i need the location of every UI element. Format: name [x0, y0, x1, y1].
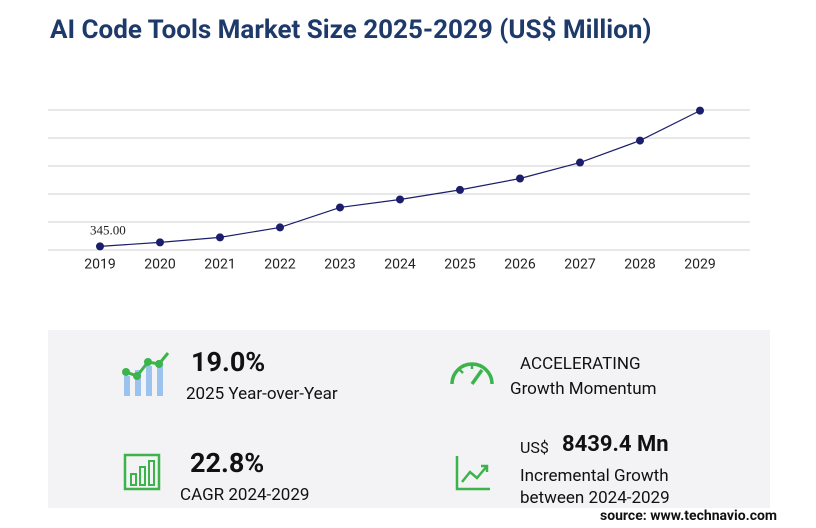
momentum-title: ACCELERATING: [520, 354, 641, 374]
incremental-label: Incremental Growth: [520, 466, 669, 486]
x-tick-label: 2023: [324, 257, 355, 273]
point: [216, 233, 224, 242]
momentum-label: Growth Momentum: [510, 379, 657, 399]
incremental-period: between 2024-2029: [520, 488, 670, 508]
x-tick-label: 2027: [564, 257, 596, 273]
data-label: 345.00: [90, 222, 126, 237]
yoy-value: 19.0%: [191, 346, 266, 378]
x-tick-label: 2024: [384, 257, 416, 273]
point: [276, 223, 284, 232]
point: [576, 158, 584, 167]
cagr-label: CAGR 2024-2029: [180, 485, 310, 505]
chart: AI Code Tools Market Size 2025-2029 (US$…: [48, 15, 750, 273]
point: [336, 203, 344, 212]
x-tick-label: 2029: [684, 257, 715, 273]
point: [396, 195, 404, 204]
cagr-icon: [123, 453, 161, 491]
x-tick-label: 2020: [144, 257, 176, 273]
stats-panel: [48, 330, 770, 508]
x-tick-label: 2022: [264, 257, 296, 273]
x-tick-label: 2028: [624, 257, 656, 273]
x-tick-label: 2026: [504, 257, 536, 273]
source: source: www.technavio.com: [600, 508, 778, 524]
growth-icon: [455, 456, 490, 491]
chart-title: AI Code Tools Market Size 2025-2029 (US$…: [50, 15, 652, 45]
momentum-icon: [450, 362, 494, 386]
x-tick-label: 2021: [204, 257, 235, 273]
point: [96, 242, 104, 251]
point: [516, 174, 524, 183]
point: [696, 106, 704, 115]
yoy-icon: [122, 352, 170, 396]
cagr-value: 22.8%: [190, 447, 265, 479]
line: [99, 110, 701, 247]
point: [636, 136, 644, 145]
point: [156, 238, 164, 247]
x-tick-label: 2025: [444, 257, 476, 273]
incremental-value: 8439.4 Mn: [562, 432, 669, 457]
point: [456, 185, 464, 194]
x-tick-label: 2019: [84, 257, 115, 273]
incremental-currency: US$: [520, 438, 549, 457]
yoy-label: 2025 Year-over-Year: [186, 384, 338, 404]
